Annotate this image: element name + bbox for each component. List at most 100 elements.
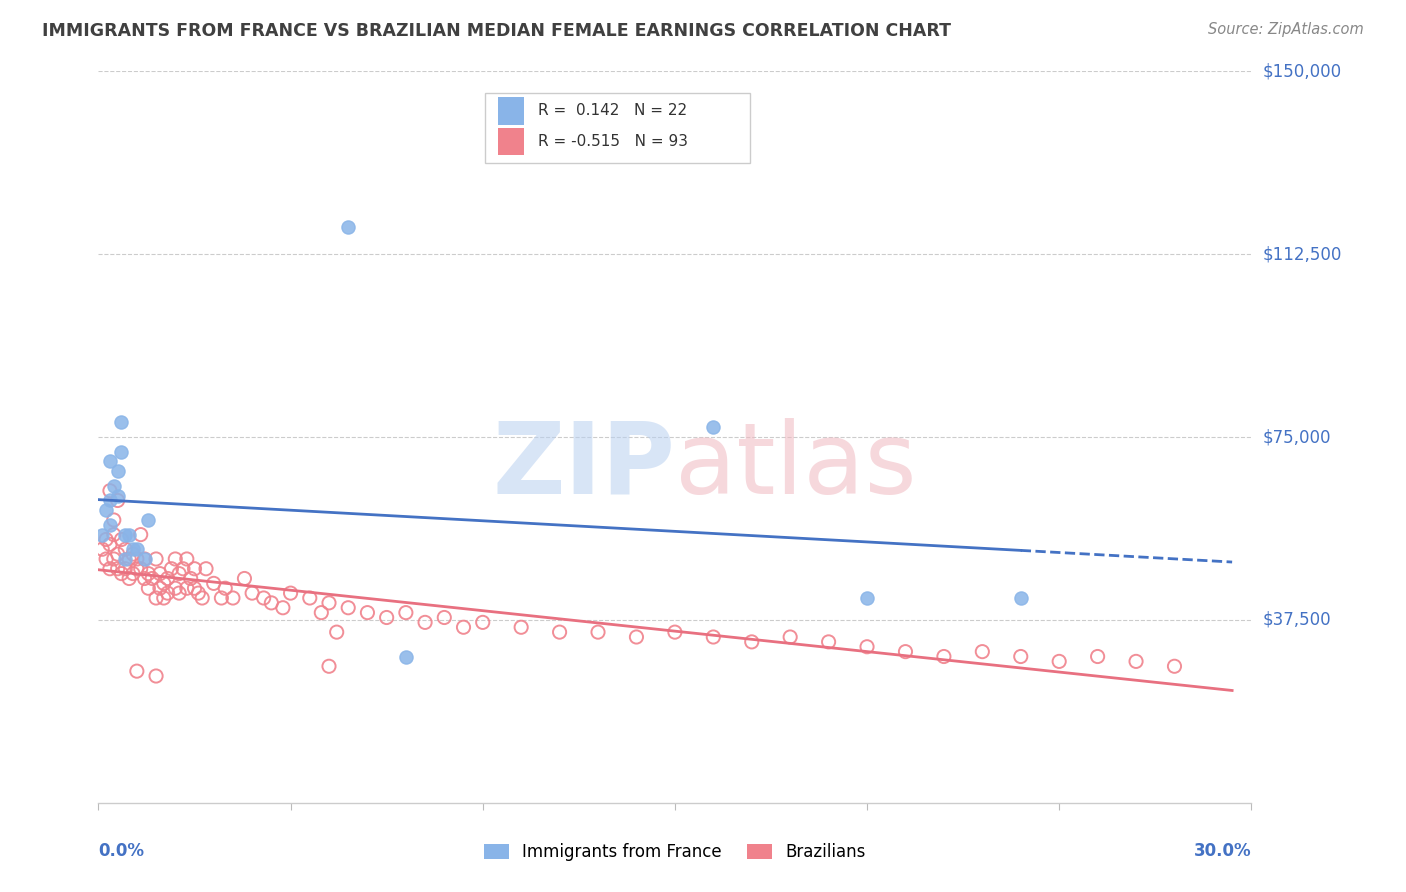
Legend: Immigrants from France, Brazilians: Immigrants from France, Brazilians bbox=[478, 837, 872, 868]
Point bbox=[453, 620, 475, 634]
Point bbox=[98, 537, 121, 551]
Point bbox=[110, 416, 132, 430]
Text: atlas: atlas bbox=[675, 417, 917, 515]
Point bbox=[856, 591, 879, 605]
Point bbox=[172, 562, 194, 576]
Point bbox=[586, 625, 609, 640]
FancyBboxPatch shape bbox=[499, 128, 524, 155]
Point bbox=[626, 630, 648, 644]
Point bbox=[167, 566, 190, 581]
Point bbox=[856, 640, 879, 654]
Point bbox=[741, 635, 763, 649]
Point bbox=[98, 562, 121, 576]
Point bbox=[187, 586, 209, 600]
Point bbox=[122, 547, 145, 561]
Point bbox=[122, 542, 145, 557]
Text: 0.0%: 0.0% bbox=[98, 842, 145, 860]
Point bbox=[280, 586, 302, 600]
Point bbox=[253, 591, 276, 605]
Point bbox=[134, 552, 156, 566]
Point bbox=[413, 615, 436, 630]
Point bbox=[129, 527, 152, 541]
Point bbox=[138, 566, 160, 581]
Point bbox=[103, 479, 125, 493]
Point bbox=[165, 552, 187, 566]
Point bbox=[91, 542, 114, 557]
Point bbox=[98, 454, 121, 468]
Point bbox=[702, 420, 724, 434]
Point bbox=[103, 513, 125, 527]
Point bbox=[110, 533, 132, 547]
Point bbox=[222, 591, 245, 605]
Point bbox=[145, 552, 167, 566]
Point bbox=[114, 562, 136, 576]
Point bbox=[548, 625, 571, 640]
Point bbox=[107, 493, 129, 508]
Point bbox=[298, 591, 321, 605]
Text: $112,500: $112,500 bbox=[1263, 245, 1341, 263]
Text: $75,000: $75,000 bbox=[1263, 428, 1331, 446]
Point bbox=[91, 527, 114, 541]
Point bbox=[98, 493, 121, 508]
Point bbox=[191, 591, 214, 605]
Point bbox=[375, 610, 398, 624]
Point bbox=[145, 591, 167, 605]
Point bbox=[134, 552, 156, 566]
Point bbox=[129, 562, 152, 576]
Point bbox=[118, 572, 141, 586]
Point bbox=[972, 645, 994, 659]
Point bbox=[1125, 654, 1147, 668]
Point bbox=[125, 562, 148, 576]
Point bbox=[932, 649, 955, 664]
Point bbox=[103, 552, 125, 566]
Point bbox=[337, 600, 360, 615]
Point bbox=[156, 586, 179, 600]
Point bbox=[664, 625, 686, 640]
Point bbox=[318, 596, 340, 610]
Text: $37,500: $37,500 bbox=[1263, 611, 1331, 629]
Point bbox=[395, 606, 418, 620]
Point bbox=[138, 513, 160, 527]
Point bbox=[325, 625, 347, 640]
Point bbox=[118, 527, 141, 541]
Point bbox=[356, 606, 378, 620]
Point bbox=[183, 581, 205, 595]
Point bbox=[1010, 591, 1032, 605]
Point bbox=[160, 562, 183, 576]
Point bbox=[107, 489, 129, 503]
Point bbox=[152, 576, 174, 591]
Point bbox=[311, 606, 333, 620]
Point bbox=[107, 562, 129, 576]
Text: IMMIGRANTS FROM FRANCE VS BRAZILIAN MEDIAN FEMALE EARNINGS CORRELATION CHART: IMMIGRANTS FROM FRANCE VS BRAZILIAN MEDI… bbox=[42, 22, 952, 40]
Point bbox=[240, 586, 263, 600]
Point bbox=[176, 581, 198, 595]
Point bbox=[141, 572, 163, 586]
FancyBboxPatch shape bbox=[499, 97, 524, 125]
Point bbox=[152, 591, 174, 605]
Point bbox=[176, 552, 198, 566]
Point bbox=[125, 664, 148, 678]
Point bbox=[103, 527, 125, 541]
Point bbox=[114, 527, 136, 541]
Point bbox=[510, 620, 533, 634]
Point bbox=[94, 552, 117, 566]
Point bbox=[134, 572, 156, 586]
Point bbox=[118, 552, 141, 566]
Point bbox=[195, 562, 218, 576]
Point bbox=[180, 572, 202, 586]
Point bbox=[167, 586, 190, 600]
Point bbox=[202, 576, 225, 591]
Point bbox=[156, 572, 179, 586]
Point bbox=[471, 615, 494, 630]
Point bbox=[149, 566, 172, 581]
Point bbox=[214, 581, 236, 595]
Point bbox=[233, 572, 256, 586]
Point bbox=[94, 503, 117, 517]
Text: R =  0.142   N = 22: R = 0.142 N = 22 bbox=[537, 103, 686, 119]
Point bbox=[165, 581, 187, 595]
Point bbox=[107, 464, 129, 478]
Point bbox=[107, 547, 129, 561]
Point bbox=[98, 517, 121, 532]
Point bbox=[702, 630, 724, 644]
Point bbox=[271, 600, 294, 615]
